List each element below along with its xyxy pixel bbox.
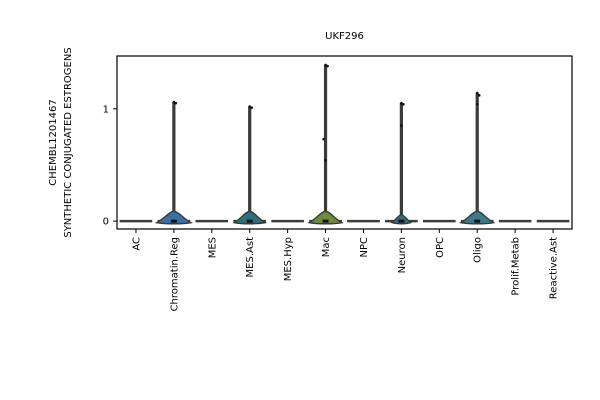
x-axis: AC Chromatin.Reg MES MES.Ast MES.Hyp Mac NPC Ne… [131,229,560,311]
plot-frame [116,55,573,230]
violin-body-Chromatin.Reg [154,210,194,225]
x-tick-label-NPC: NPC [359,237,370,258]
y-axis-label-line-2: CHEMBL1201467 [48,99,59,185]
plot-area [119,63,570,225]
y-tick-label: 1 [103,104,109,115]
x-tick-label-Neuron: Neuron [397,237,408,273]
violin-body-Oligo [458,210,496,225]
x-tick-label-AC: AC [131,237,142,251]
outlier-point-Mac [326,64,329,68]
x-tick-label-OPC: OPC [435,237,446,258]
violin-MES.Ast [232,105,268,225]
violin-Chromatin.Reg [154,100,194,225]
outlier-point-Oligo [477,94,481,97]
outlier-point-Mac [324,159,327,162]
outlier-point-Neuron [400,124,403,127]
x-tick-label-MES.Hyp: MES.Hyp [283,237,294,281]
outlier-point-Oligo [475,103,479,106]
violin-Oligo [458,91,496,225]
outlier-point-Neuron [400,101,403,105]
violin-median-Chromatin.Reg [170,219,177,223]
x-tick-label-Chromatin.Reg: Chromatin.Reg [169,237,180,311]
chart-title: UKF296 [325,31,364,42]
violin-median-Oligo [474,219,481,223]
outlier-point-Neuron [402,103,405,106]
outlier-point-Mac [324,63,327,67]
outlier-point-MES.Ast [248,105,252,108]
outlier-point-MES.Ast [250,106,254,109]
x-tick-label-MES: MES [207,237,218,258]
violin-body-Mac [307,210,344,225]
y-axis-label-line-1: SYNTHETIC CONJUGATED ESTROGENS [63,47,74,237]
x-tick-label-Mac: Mac [321,237,332,257]
outlier-point-Oligo [475,91,479,95]
violin-median-MES.Ast [246,219,253,223]
outlier-point-Chromatin.Reg [172,100,176,104]
outlier-point-Mac [322,137,325,141]
x-tick-label-Prolif.Metab: Prolif.Metab [511,237,522,296]
x-tick-label-MES.Ast: MES.Ast [245,237,256,278]
x-tick-label-Reactive.Ast: Reactive.Ast [549,237,560,299]
x-tick-label-Oligo: Oligo [473,237,484,263]
violin-Mac [307,63,344,225]
violin-body-MES.Ast [232,210,268,225]
violin-Neuron [385,101,418,225]
outlier-point-Chromatin.Reg [174,101,178,105]
y-tick-label: 0 [103,217,109,228]
y-axis: 01 [103,104,117,228]
violin-body-Neuron [390,213,413,225]
violin-median-Neuron [398,219,405,223]
violin-median-Mac [322,219,329,223]
